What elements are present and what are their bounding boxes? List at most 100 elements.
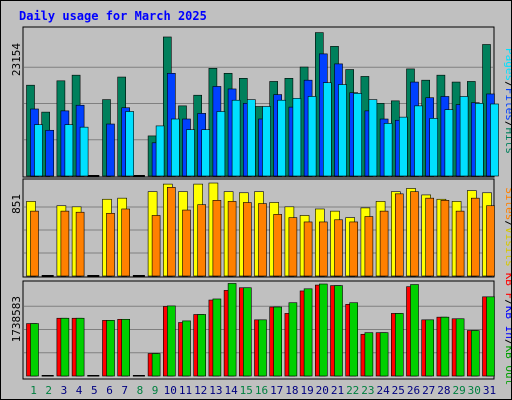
bar-visits-sites-day-10 <box>167 187 176 277</box>
x-tick-label: 13 <box>209 384 222 397</box>
bar-kbytes-kb-out-day-11 <box>182 320 191 377</box>
x-tick-label: 22 <box>346 384 359 397</box>
panel-visits: 851 <box>10 178 495 278</box>
bar-hits-pages-day-10 <box>171 118 180 177</box>
bar-hits-pages-day-28 <box>444 109 454 177</box>
legend-entry: / <box>503 220 511 227</box>
bar-hits-pages-day-27 <box>429 118 439 177</box>
panel-hits: 23154 <box>10 26 499 178</box>
x-tick-label: 2 <box>45 384 52 397</box>
x-tick-label: 14 <box>224 384 238 397</box>
legend-entry: / <box>503 81 511 88</box>
x-tick-label: 11 <box>179 384 192 397</box>
bar-hits-pages-day-7 <box>125 111 134 177</box>
bar-hits-pages-day-17 <box>277 99 287 177</box>
x-tick-label: 26 <box>407 384 420 397</box>
x-tick-label: 27 <box>422 384 435 397</box>
legend-entry: / <box>503 339 511 346</box>
bar-visits-sites-day-26 <box>410 191 419 277</box>
legend-kbytes: KB F/KB In/KB Out <box>503 273 511 386</box>
bar-hits-pages-day-29 <box>459 96 469 177</box>
bar-visits-sites-day-17 <box>273 214 283 277</box>
bar-visits-sites-day-14 <box>227 201 237 277</box>
bar-kbytes-kb-out-day-1 <box>30 323 39 377</box>
bar-visits-sites-day-16 <box>258 203 267 277</box>
bar-visits-sites-day-1 <box>30 210 39 277</box>
bar-hits-pages-day-15 <box>247 99 256 177</box>
bar-hits-pages-day-26 <box>414 105 423 177</box>
bar-visits-sites-day-23 <box>364 216 374 277</box>
x-tick-label: 19 <box>300 384 313 397</box>
bar-visits-sites-day-24 <box>379 210 389 277</box>
bar-kbytes-kb-out-day-14 <box>227 283 237 377</box>
x-tick-label: 24 <box>376 384 390 397</box>
bar-kbytes-kb-out-day-22 <box>349 302 359 377</box>
x-tick-label: 8 <box>137 384 144 397</box>
legend-entry: KB F <box>503 273 511 300</box>
y-max-label: 1738583 <box>10 296 23 342</box>
x-tick-label: 31 <box>483 384 496 397</box>
bar-kbytes-kb-out-day-13 <box>212 298 222 377</box>
bar-kbytes-kb-out-day-25 <box>394 313 404 377</box>
bar-visits-sites-day-9 <box>151 215 161 277</box>
bar-hits-pages-day-22 <box>353 93 363 177</box>
empty-day-mark <box>87 175 100 177</box>
bar-hits-pages-day-14 <box>231 99 241 177</box>
bar-visits-sites-day-3 <box>60 210 70 277</box>
legend-entry: Visits <box>503 227 511 267</box>
y-max-label: 23154 <box>10 43 23 76</box>
bar-kbytes-kb-out-day-19 <box>303 288 313 377</box>
empty-day-mark <box>41 275 54 277</box>
legend-entry: Hits <box>503 128 511 155</box>
bar-hits-pages-day-13 <box>216 111 226 177</box>
bar-kbytes-kb-out-day-20 <box>318 283 328 377</box>
bar-visits-sites-day-28 <box>440 200 450 277</box>
bar-visits-sites-day-11 <box>182 209 191 277</box>
bar-kbytes-kb-out-day-6 <box>106 320 115 377</box>
bar-hits-pages-day-18 <box>292 98 302 177</box>
chart-title: Daily usage for March 2025 <box>19 9 207 23</box>
bar-hits-files-day-6 <box>106 123 115 177</box>
bar-kbytes-kb-out-day-26 <box>410 284 419 377</box>
x-tick-label: 29 <box>452 384 465 397</box>
bar-hits-pages-day-20 <box>322 82 332 177</box>
bar-kbytes-kb-out-day-7 <box>121 318 130 377</box>
bar-visits-sites-day-29 <box>455 210 465 277</box>
bar-visits-sites-day-27 <box>425 197 435 277</box>
bar-kbytes-kb-out-day-15 <box>243 287 252 377</box>
bar-hits-pages-day-16 <box>262 106 271 177</box>
bar-visits-sites-day-7 <box>121 208 130 277</box>
empty-day-mark <box>132 275 145 277</box>
x-tick-label: 12 <box>194 384 207 397</box>
legend-entry: / <box>503 121 511 128</box>
bar-hits-pages-day-30 <box>474 103 484 177</box>
bar-visits-sites-day-6 <box>106 212 115 277</box>
bar-hits-pages-day-24 <box>383 123 393 177</box>
legend-entry: Pages <box>503 48 511 81</box>
bar-hits-pages-day-19 <box>307 96 317 177</box>
x-tick-label: 5 <box>91 384 98 397</box>
x-tick-label: 23 <box>361 384 374 397</box>
bar-kbytes-kb-out-day-4 <box>75 317 85 377</box>
bar-kbytes-kb-out-day-23 <box>364 332 374 377</box>
legend-entry: Files <box>503 88 511 121</box>
bar-visits-sites-day-19 <box>303 221 313 277</box>
x-tick-label: 1 <box>30 384 37 397</box>
legend-entry: KB Out <box>503 346 511 386</box>
bar-visits-sites-day-13 <box>212 200 222 277</box>
x-tick-label: 6 <box>106 384 113 397</box>
bar-hits-pages-day-21 <box>338 84 347 177</box>
bar-kbytes-kb-out-day-24 <box>379 332 389 377</box>
bar-visits-sites-day-25 <box>394 193 404 277</box>
x-tick-label: 16 <box>255 384 268 397</box>
bar-kbytes-kb-out-day-3 <box>60 317 70 377</box>
empty-day-mark <box>132 375 145 377</box>
empty-day-mark <box>87 275 100 277</box>
x-tick-label: 21 <box>331 384 344 397</box>
bar-kbytes-kb-out-day-29 <box>455 318 465 377</box>
bar-hits-pages-day-4 <box>79 126 89 177</box>
legend-hits: Pages/Files/Hits <box>503 48 511 154</box>
bar-kbytes-kb-out-day-10 <box>167 305 176 377</box>
empty-day-mark <box>132 175 145 177</box>
